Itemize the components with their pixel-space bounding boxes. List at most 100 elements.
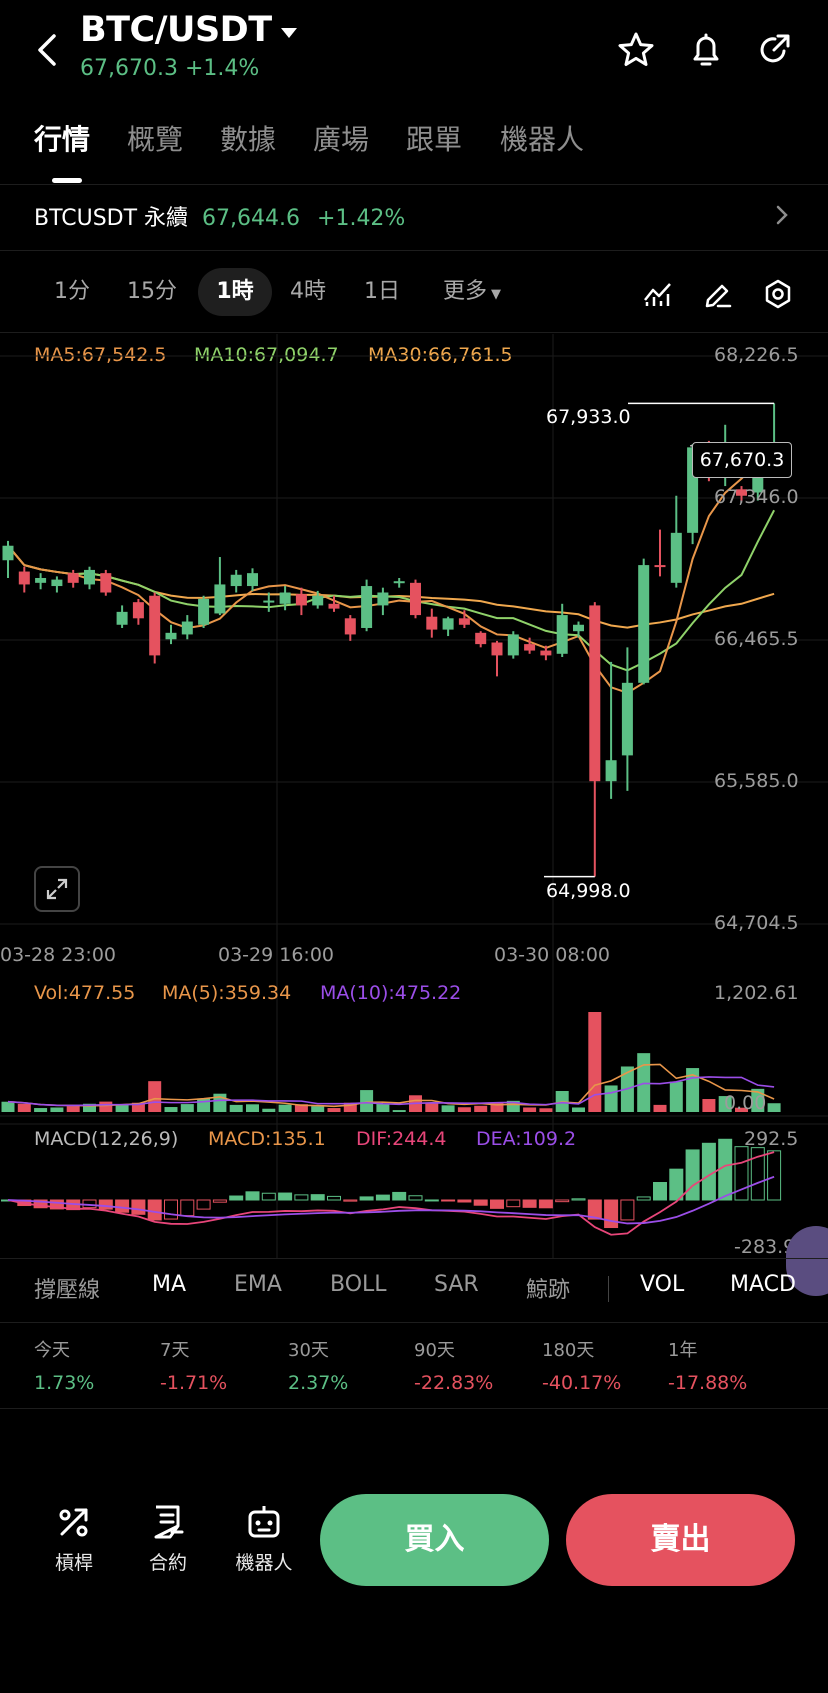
indicator-icon[interactable] (642, 278, 674, 310)
macd-histogram-bar (310, 1194, 325, 1201)
low-price-label: 64,998.0 (546, 880, 631, 902)
time-axis-label: 03-30 08:00 (494, 944, 611, 966)
pair-title[interactable]: BTC/USDT (80, 10, 272, 50)
macd-histogram-bar (490, 1199, 504, 1209)
tab-copy-trade[interactable]: 跟單 (406, 123, 463, 156)
floating-assistant-button[interactable] (786, 1226, 828, 1296)
volume-bar (17, 1103, 31, 1112)
ind-ema[interactable]: EMA (234, 1272, 282, 1297)
ma5-legend: MA5:67,542.5 (34, 344, 167, 366)
candlestick-chart[interactable] (0, 0, 828, 1270)
interval-4h[interactable]: 4時 (290, 279, 326, 304)
perf-label: 7天 (160, 1340, 190, 1361)
fullscreen-button[interactable] (34, 866, 80, 912)
tab-square[interactable]: 廣場 (313, 123, 370, 156)
leverage-icon[interactable] (54, 1502, 94, 1542)
macd-histogram-bar (424, 1199, 439, 1202)
macd-histogram-bar (636, 1196, 651, 1201)
volume-bar (392, 1110, 406, 1112)
candle-body (540, 650, 552, 656)
contract-doc-icon[interactable] (148, 1502, 188, 1542)
interval-15m[interactable]: 15分 (127, 279, 177, 304)
ma5-line (7, 460, 775, 694)
candle-body (507, 634, 519, 656)
macd-axis-top: 292.5 (744, 1128, 799, 1150)
ind-support-resistance[interactable]: 撐壓線 (34, 1278, 101, 1303)
tab-market[interactable]: 行情 (34, 123, 91, 156)
ind-whale[interactable]: 鯨跡 (526, 1278, 571, 1303)
ind-sar[interactable]: SAR (434, 1272, 479, 1297)
ind-vol[interactable]: VOL (640, 1272, 685, 1297)
macd-histogram-bar (115, 1199, 130, 1213)
settings-icon[interactable] (762, 278, 794, 310)
tab-robot[interactable]: 機器人 (500, 123, 585, 156)
volume-bar (490, 1102, 504, 1112)
candle-body (247, 573, 258, 587)
perf-label: 180天 (542, 1340, 595, 1361)
bell-icon[interactable] (686, 30, 726, 70)
caret-down-icon[interactable] (280, 26, 298, 40)
macd-histogram-bar (408, 1195, 423, 1201)
candle-body (458, 618, 470, 625)
macd-histogram-bar (212, 1199, 227, 1203)
macd-histogram-bar (278, 1192, 293, 1201)
macd-histogram-bar (685, 1149, 700, 1201)
back-arrow-icon[interactable] (30, 30, 70, 70)
perf-value: -17.88% (668, 1372, 748, 1394)
draw-pencil-icon[interactable] (702, 278, 734, 310)
separator (608, 1276, 609, 1302)
price-axis-label: 65,585.0 (714, 770, 799, 792)
volume-bar (115, 1104, 129, 1112)
volume-bar (131, 1102, 145, 1112)
ind-macd[interactable]: MACD (730, 1272, 796, 1297)
chevron-right-icon[interactable] (774, 204, 790, 226)
dif-line (7, 1151, 775, 1236)
ind-ma[interactable]: MA (152, 1272, 187, 1297)
macd-histogram-bar (392, 1191, 407, 1201)
volume-bar (669, 1081, 683, 1112)
candle-body (605, 760, 617, 782)
macd-histogram-bar (261, 1192, 276, 1201)
price-axis-label: 66,465.5 (714, 628, 799, 650)
macd-histogram-bar (604, 1199, 619, 1229)
macd-axis-bottom: -283.9 (734, 1236, 796, 1258)
high-price-label: 67,933.0 (546, 406, 631, 428)
volume-bar (767, 1103, 781, 1112)
price-axis-label: 64,704.5 (714, 912, 799, 934)
tab-data[interactable]: 數據 (220, 123, 277, 156)
contract-name: BTCUSDT 永續 (34, 206, 189, 231)
vol-axis-bottom: 0.00 (724, 1092, 767, 1114)
dea-value: DEA:109.2 (476, 1128, 577, 1150)
star-icon[interactable] (616, 30, 656, 70)
vol-ma10-line (7, 1076, 775, 1107)
perf-value: 2.37% (288, 1372, 349, 1394)
interval-more[interactable]: 更多 ▼ (432, 268, 512, 316)
interval-1d[interactable]: 1日 (364, 279, 400, 304)
contract-row[interactable]: BTCUSDT 永續 67,644.6 +1.42% (34, 200, 405, 232)
buy-button[interactable]: 買入 (320, 1494, 549, 1586)
candle-body (377, 592, 389, 606)
vol-axis-top: 1,202.61 (714, 982, 799, 1004)
robot-icon[interactable] (244, 1502, 284, 1542)
share-icon[interactable] (754, 30, 794, 70)
sell-button[interactable]: 賣出 (566, 1494, 795, 1586)
volume-bar (702, 1099, 716, 1112)
ind-boll[interactable]: BOLL (330, 1272, 387, 1297)
perf-value: -1.71% (160, 1372, 228, 1394)
candle-body (670, 532, 682, 583)
divider (0, 1408, 828, 1409)
macd-histogram-bar (506, 1199, 521, 1208)
macd-params: MACD(12,26,9) (34, 1128, 179, 1150)
tab-overview[interactable]: 概覽 (127, 123, 184, 156)
volume-bar (718, 1096, 732, 1112)
candle-body (295, 594, 307, 606)
volume-bar (653, 1104, 667, 1112)
candle-body (214, 584, 226, 614)
contract-change: +1.42% (317, 206, 406, 231)
candle-body (524, 644, 536, 651)
volume-bar (246, 1104, 259, 1112)
interval-1m[interactable]: 1分 (54, 279, 90, 304)
vol-ma10-legend: MA(10):475.22 (320, 982, 462, 1004)
macd-histogram-bar (555, 1199, 570, 1203)
interval-1h[interactable]: 1時 (198, 268, 272, 316)
